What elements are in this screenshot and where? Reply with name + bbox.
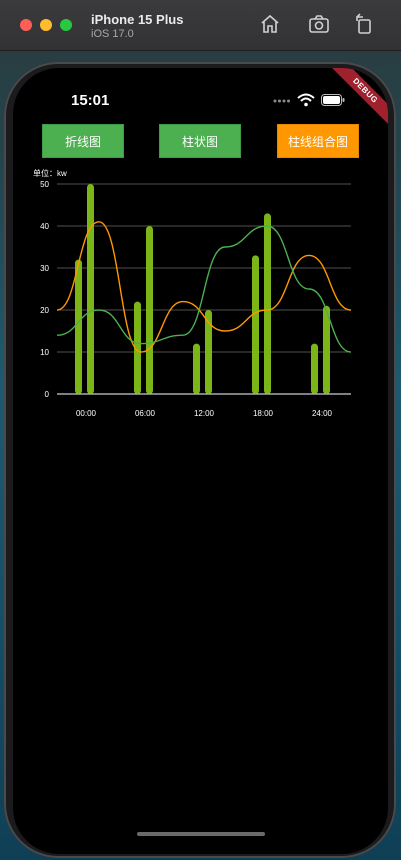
close-window-button[interactable] xyxy=(20,19,32,31)
combo-chart: 0 10 20 30 40 50 00:00 06:00 12:00 18:00 24:00 xyxy=(40,180,352,418)
os-version: iOS 17.0 xyxy=(91,28,134,40)
bar xyxy=(323,305,330,394)
minimize-window-button[interactable] xyxy=(40,19,52,31)
home-indicator[interactable] xyxy=(137,832,265,836)
rotate-icon[interactable] xyxy=(352,12,376,36)
bar xyxy=(311,343,318,394)
bar-chart-button[interactable]: 柱状图 xyxy=(159,124,241,158)
combo-chart-button[interactable]: 柱线组合图 xyxy=(277,124,359,158)
y-tick-label: 50 xyxy=(40,180,49,189)
screenshot-icon[interactable] xyxy=(307,12,331,36)
y-tick-label: 30 xyxy=(40,264,49,273)
y-tick-label: 40 xyxy=(40,222,49,231)
y-tick-label: 0 xyxy=(45,390,50,399)
zoom-window-button[interactable] xyxy=(60,19,72,31)
series-line xyxy=(56,221,352,353)
home-icon[interactable] xyxy=(258,12,282,36)
bar xyxy=(205,310,212,394)
signal-icon xyxy=(273,99,290,103)
bar xyxy=(146,226,153,394)
x-tick-label: 18:00 xyxy=(253,409,274,418)
bar xyxy=(134,301,141,394)
unit-label: 单位：kw xyxy=(33,169,67,178)
y-tick-label: 10 xyxy=(40,348,49,357)
bar xyxy=(193,343,200,394)
app-screen: 15:01 DEBUG 折线图 柱状图 柱线组合图 单位：kw 0 10 20 30 4… xyxy=(13,68,388,854)
x-tick-label: 12:00 xyxy=(194,409,215,418)
x-tick-label: 24:00 xyxy=(312,409,333,418)
bar xyxy=(75,259,82,394)
battery-icon xyxy=(321,94,345,106)
device-name: iPhone 15 Plus xyxy=(91,12,184,27)
wifi-icon xyxy=(297,93,315,107)
y-tick-label: 20 xyxy=(40,306,49,315)
simulator-title-bar: iPhone 15 Plus iOS 17.0 xyxy=(0,0,401,51)
status-time: 15:01 xyxy=(71,92,110,109)
line-chart-button[interactable]: 折线图 xyxy=(42,124,124,158)
series-line xyxy=(56,225,352,353)
x-tick-label: 06:00 xyxy=(135,409,156,418)
bar xyxy=(252,255,259,394)
x-tick-label: 00:00 xyxy=(76,409,97,418)
bar xyxy=(87,184,94,394)
bar xyxy=(264,213,271,394)
